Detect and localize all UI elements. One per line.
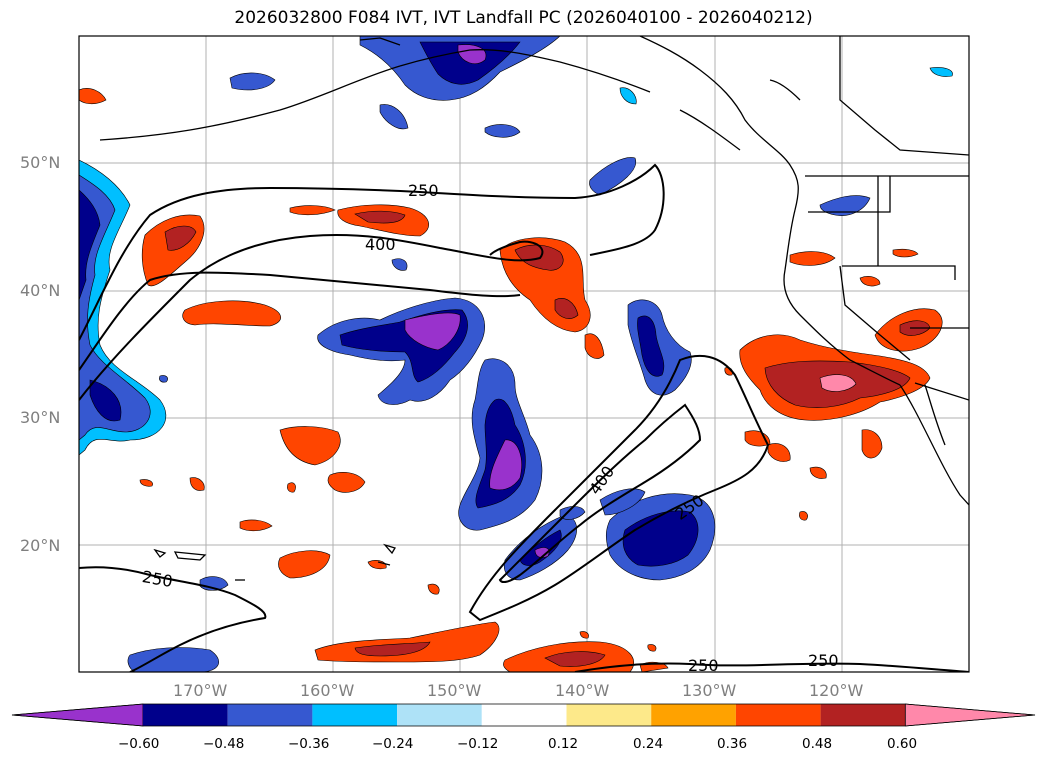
contour-label: 400 (365, 235, 396, 254)
negative-ivt-regions (79, 36, 953, 672)
lat-label-50n: 50°N (20, 153, 61, 172)
lon-label-120w: 120°W (809, 681, 864, 700)
colorbar-tick-label: −0.36 (288, 736, 330, 752)
colorbar-segment (227, 704, 313, 726)
colorbar-tick-label: −0.24 (372, 736, 414, 752)
contour-label: 250 (688, 656, 719, 675)
colorbar-tick-label: −0.48 (203, 736, 245, 752)
colorbar-segment (312, 704, 398, 726)
map-frame (78, 35, 970, 673)
colorbar-segment (397, 704, 482, 726)
colorbar-segment (735, 704, 821, 726)
coastlines (99, 36, 969, 581)
contour-label: 250 (808, 651, 839, 670)
lon-label-150w: 150°W (427, 681, 482, 700)
lat-label-30n: 30°N (20, 408, 61, 427)
colorbar-tick-label: 0.12 (548, 736, 579, 752)
colorbar-extend-high (904, 703, 1036, 727)
lon-label-140w: 140°W (555, 681, 610, 700)
ivt-contours (79, 163, 969, 672)
lat-label-40n: 40°N (20, 281, 61, 300)
colorbar-tick-label: 0.60 (887, 736, 918, 752)
colorbar-extend-low (11, 703, 144, 727)
colorbar-segment (651, 704, 736, 726)
lon-label-170w: 170°W (173, 681, 228, 700)
colorbar-tick-label: 0.48 (802, 736, 833, 752)
colorbar-outline (11, 703, 1036, 727)
colorbar-tick-label: 0.36 (717, 736, 748, 752)
lon-label-130w: 130°W (682, 681, 737, 700)
lat-label-20n: 20°N (20, 536, 61, 555)
colorbar-segment (820, 704, 906, 726)
colorbar-segment (481, 704, 567, 726)
colorbar-tick-label: 0.24 (633, 736, 664, 752)
colorbar-tick-label: −0.60 (118, 736, 160, 752)
colorbar-tick-label: −0.12 (457, 736, 499, 752)
lon-label-160w: 160°W (300, 681, 355, 700)
map-title: 2026032800 F084 IVT, IVT Landfall PC (20… (234, 8, 813, 28)
contour-label: 250 (141, 567, 174, 591)
colorbar-segment (143, 704, 228, 726)
colorbar (11, 703, 1036, 727)
colorbar-segment (566, 704, 652, 726)
contour-label: 250 (408, 181, 439, 200)
map-field (79, 36, 969, 672)
